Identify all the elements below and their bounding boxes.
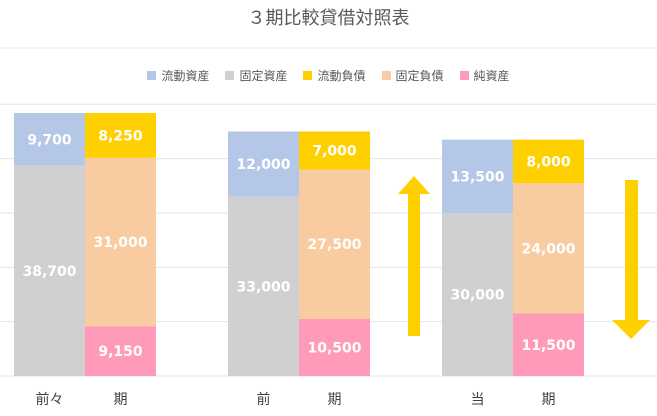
legend-swatch: [303, 71, 313, 80]
data-label: 11,500: [521, 338, 575, 354]
legend-label: 固定負債: [395, 69, 444, 83]
data-label: 31,000: [93, 235, 147, 251]
data-label: 9,150: [98, 344, 143, 360]
legend-swatch: [381, 71, 391, 80]
legend-label: 流動負債: [317, 69, 366, 83]
legend-swatch: [459, 71, 469, 80]
assets-current-bar: [442, 139, 513, 213]
up-arrow-icon: [398, 176, 430, 336]
data-label: 8,250: [98, 128, 143, 144]
data-label: 13,500: [450, 169, 504, 185]
legend-item: 流動資産: [147, 67, 209, 84]
period-label: 期: [114, 392, 128, 408]
data-label: 33,000: [236, 279, 290, 295]
assets-fixed-bar: [228, 196, 299, 376]
period-label: 前: [257, 391, 271, 408]
data-label: 8,000: [526, 154, 571, 170]
legend-label: 固定資産: [239, 69, 288, 83]
liabilities-current-liabilities-bar: [85, 113, 156, 158]
period-label: 期: [542, 392, 556, 408]
legend-label: 純資産: [473, 69, 510, 83]
assets-current-bar: [14, 113, 85, 166]
liabilities-fixed-liabilities-bar: [299, 169, 370, 319]
legend-label: 流動資産: [161, 69, 210, 83]
legend-item: 純資産: [459, 67, 510, 84]
data-label: 12,000: [236, 157, 290, 173]
data-label: 24,000: [521, 241, 575, 257]
data-label: 38,700: [22, 264, 76, 280]
period-label: 期: [328, 392, 342, 408]
down-arrow-icon: [612, 180, 650, 339]
liabilities-net-assets-bar: [85, 326, 156, 376]
liabilities-fixed-liabilities-bar: [85, 157, 156, 327]
legend-item: 固定資産: [225, 67, 287, 84]
legend: 流動資産 固定資産 流動負債 固定負債 純資産: [0, 67, 657, 84]
legend-swatch: [147, 71, 157, 80]
liabilities-net-assets-bar: [299, 318, 370, 376]
chart-title: ３期比較貸借対照表: [247, 8, 410, 29]
data-label: 10,500: [307, 340, 361, 356]
liabilities-net-assets-bar: [513, 313, 584, 376]
period-label: 当: [471, 392, 485, 408]
legend-item: 流動負債: [303, 67, 366, 84]
liabilities-current-liabilities-bar: [299, 131, 370, 170]
data-label: 30,000: [450, 287, 504, 303]
period-label: 前々: [36, 391, 64, 408]
data-label: 9,700: [27, 132, 72, 148]
legend-item: 固定負債: [381, 67, 444, 84]
liabilities-fixed-liabilities-bar: [513, 183, 584, 314]
liabilities-current-liabilities-bar: [513, 139, 584, 184]
assets-fixed-bar: [14, 165, 85, 376]
assets-current-bar: [228, 131, 299, 197]
data-label: 27,500: [307, 237, 361, 253]
data-label: 7,000: [312, 143, 357, 159]
legend-swatch: [225, 71, 235, 80]
assets-fixed-bar: [442, 212, 513, 376]
